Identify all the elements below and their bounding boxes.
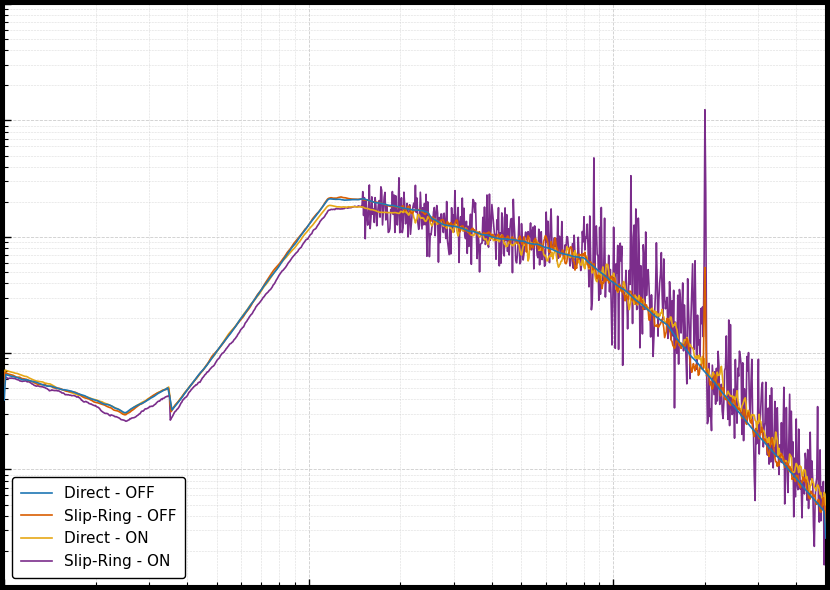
Slip-Ring - ON (655, 279, 665, 286)
Line: Direct - OFF: Direct - OFF (4, 199, 826, 538)
Line: Direct - ON: Direct - ON (4, 205, 826, 509)
Direct - ON (332, 204, 342, 211)
Direct - OFF (362, 196, 372, 204)
Slip-Ring - ON (819, 561, 829, 568)
Slip-Ring - OFF (362, 196, 372, 204)
Slip-Ring - ON (361, 198, 371, 205)
Slip-Ring - OFF (564, 250, 574, 257)
Slip-Ring - ON (331, 205, 341, 212)
Line: Slip-Ring - ON: Slip-Ring - ON (4, 110, 826, 565)
Slip-Ring - OFF (335, 194, 345, 201)
Slip-Ring - OFF (83, 395, 93, 402)
Direct - OFF (641, 304, 651, 312)
Direct - ON (641, 305, 651, 312)
Direct - ON (821, 506, 830, 513)
Legend: Direct - OFF, Slip-Ring - OFF, Direct - ON, Slip-Ring - ON: Direct - OFF, Slip-Ring - OFF, Direct - … (12, 477, 185, 578)
Direct - ON (83, 394, 93, 401)
Slip-Ring - OFF (641, 302, 651, 309)
Direct - OFF (656, 316, 666, 323)
Slip-Ring - OFF (0, 389, 9, 396)
Direct - ON (362, 205, 372, 212)
Slip-Ring - ON (640, 306, 650, 313)
Slip-Ring - ON (0, 373, 9, 381)
Direct - OFF (0, 396, 9, 404)
Slip-Ring - OFF (656, 320, 666, 327)
Direct - OFF (821, 535, 830, 542)
Direct - ON (0, 387, 9, 394)
Slip-Ring - ON (83, 399, 93, 406)
Slip-Ring - OFF (821, 530, 830, 537)
Slip-Ring - ON (700, 106, 710, 113)
Slip-Ring - ON (821, 502, 830, 509)
Line: Slip-Ring - OFF: Slip-Ring - OFF (4, 197, 826, 533)
Direct - ON (325, 202, 334, 209)
Direct - ON (656, 310, 666, 317)
Slip-Ring - OFF (331, 195, 341, 202)
Direct - OFF (83, 394, 93, 401)
Direct - OFF (332, 196, 342, 203)
Direct - ON (564, 253, 574, 260)
Direct - OFF (564, 251, 574, 258)
Slip-Ring - ON (564, 244, 574, 251)
Direct - OFF (325, 195, 334, 202)
